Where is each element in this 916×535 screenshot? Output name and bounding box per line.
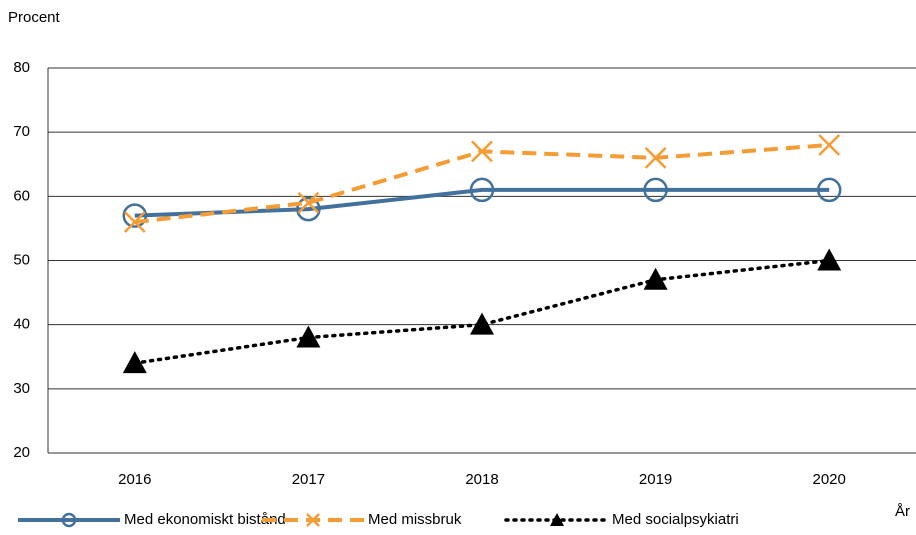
x-tick-label: 2018 bbox=[465, 471, 498, 488]
marker bbox=[643, 267, 668, 290]
y-tick-label: 70 bbox=[13, 123, 30, 140]
marker bbox=[123, 211, 146, 233]
marker bbox=[122, 351, 147, 374]
marker bbox=[122, 203, 148, 228]
y-tick-label: 30 bbox=[13, 380, 30, 397]
legend-marker bbox=[306, 513, 320, 527]
series-line bbox=[133, 258, 831, 365]
marker bbox=[471, 140, 493, 163]
y-tick-label: 80 bbox=[13, 59, 30, 76]
legend-label: Med socialpsykiatri bbox=[612, 511, 739, 528]
x-tick-label: 2019 bbox=[639, 471, 672, 488]
marker bbox=[296, 196, 321, 222]
x-axis-label: År bbox=[895, 503, 910, 520]
marker bbox=[296, 325, 321, 348]
x-tick-label: 2020 bbox=[813, 471, 846, 488]
marker bbox=[469, 177, 495, 203]
y-tick-label: 60 bbox=[13, 187, 30, 204]
series-line bbox=[134, 187, 830, 218]
marker bbox=[818, 134, 841, 156]
legend-label: Med missbruk bbox=[368, 511, 462, 528]
legend-label: Med ekonomiskt bistånd bbox=[124, 511, 286, 528]
marker bbox=[644, 146, 667, 169]
marker bbox=[470, 312, 494, 335]
y-tick-label: 20 bbox=[13, 444, 30, 461]
y-tick-label: 50 bbox=[13, 251, 30, 268]
marker bbox=[643, 177, 668, 203]
marker bbox=[297, 191, 320, 214]
marker bbox=[817, 248, 842, 271]
marker bbox=[816, 177, 842, 203]
legend-marker bbox=[61, 512, 77, 528]
x-tick-label: 2016 bbox=[118, 471, 151, 488]
y-axis-label: Procent bbox=[8, 9, 61, 26]
y-tick-label: 40 bbox=[13, 316, 30, 333]
legend-marker bbox=[550, 513, 564, 526]
x-tick-label: 2017 bbox=[292, 471, 325, 488]
